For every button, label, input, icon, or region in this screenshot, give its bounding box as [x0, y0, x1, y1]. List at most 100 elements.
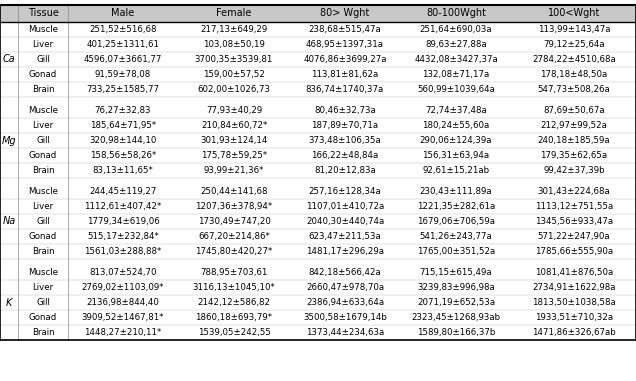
- Text: 515,17±232,84*: 515,17±232,84*: [87, 232, 159, 241]
- Text: 251,64±690,03a: 251,64±690,03a: [420, 25, 492, 34]
- Text: Muscle: Muscle: [28, 106, 58, 115]
- Text: Mg: Mg: [2, 136, 17, 146]
- Text: 250,44±141,68: 250,44±141,68: [200, 187, 268, 196]
- Text: 3116,13±1045,10*: 3116,13±1045,10*: [193, 283, 275, 292]
- Text: Gill: Gill: [36, 55, 50, 64]
- Bar: [0, 184, 636, 199]
- Text: 72,74±37,48a: 72,74±37,48a: [425, 106, 487, 115]
- Text: 77,93±40,29: 77,93±40,29: [206, 106, 262, 115]
- Text: 301,43±224,68a: 301,43±224,68a: [537, 187, 611, 196]
- Text: Muscle: Muscle: [28, 25, 58, 34]
- Text: 2071,19±652,53a: 2071,19±652,53a: [417, 298, 495, 307]
- Text: 91,59±78,08: 91,59±78,08: [95, 70, 151, 79]
- Text: Muscle: Muscle: [28, 268, 58, 277]
- Text: Brain: Brain: [32, 85, 54, 94]
- Text: 80-100Wght: 80-100Wght: [426, 8, 486, 19]
- Text: Gonad: Gonad: [29, 313, 57, 322]
- Text: 3700,35±3539,81: 3700,35±3539,81: [195, 55, 273, 64]
- Text: 166,22±48,84a: 166,22±48,84a: [312, 151, 378, 160]
- Text: 788,95±703,61: 788,95±703,61: [200, 268, 268, 277]
- Text: 158,56±58,26*: 158,56±58,26*: [90, 151, 156, 160]
- Text: 103,08±50,19: 103,08±50,19: [203, 40, 265, 49]
- Bar: [0, 244, 636, 259]
- Text: 4596,07±3661,77: 4596,07±3661,77: [84, 55, 162, 64]
- Text: 238,68±515,47a: 238,68±515,47a: [308, 25, 382, 34]
- Text: 2784,22±4510,68a: 2784,22±4510,68a: [532, 55, 616, 64]
- Text: Male: Male: [111, 8, 135, 19]
- Text: 468,95±1397,31a: 468,95±1397,31a: [306, 40, 384, 49]
- Text: 89,63±27,88a: 89,63±27,88a: [425, 40, 487, 49]
- Text: K: K: [6, 298, 12, 307]
- Text: Gill: Gill: [36, 136, 50, 145]
- Text: 2040,30±440,74a: 2040,30±440,74a: [306, 217, 384, 226]
- Text: 1207,36±378,94*: 1207,36±378,94*: [195, 202, 273, 211]
- Text: 159,00±57,52: 159,00±57,52: [203, 70, 265, 79]
- Text: 1860,18±693,79*: 1860,18±693,79*: [195, 313, 272, 322]
- Text: 3909,52±1467,81*: 3909,52±1467,81*: [82, 313, 164, 322]
- Text: 156,31±63,94a: 156,31±63,94a: [422, 151, 490, 160]
- Text: 175,78±59,25*: 175,78±59,25*: [201, 151, 267, 160]
- Text: 132,08±71,17a: 132,08±71,17a: [422, 70, 490, 79]
- Text: 623,47±211,53a: 623,47±211,53a: [308, 232, 382, 241]
- Text: 401,25±1311,61: 401,25±1311,61: [86, 40, 160, 49]
- Text: 290,06±124,39a: 290,06±124,39a: [420, 136, 492, 145]
- Text: 1779,34±619,06: 1779,34±619,06: [86, 217, 160, 226]
- Bar: [0, 214, 636, 229]
- Text: 1589,80±166,37b: 1589,80±166,37b: [417, 328, 495, 337]
- Text: 113,99±143,47a: 113,99±143,47a: [538, 25, 611, 34]
- Text: Gill: Gill: [36, 298, 50, 307]
- Text: 79,12±25,64a: 79,12±25,64a: [543, 40, 605, 49]
- Text: 813,07±524,70: 813,07±524,70: [89, 268, 156, 277]
- Bar: [0, 118, 636, 133]
- Text: 1933,51±710,32a: 1933,51±710,32a: [535, 313, 613, 322]
- Bar: [0, 163, 636, 178]
- Text: Liver: Liver: [32, 202, 53, 211]
- Text: 1481,17±296,29a: 1481,17±296,29a: [306, 247, 384, 256]
- Text: 100<Wght: 100<Wght: [548, 8, 600, 19]
- Bar: [0, 178, 636, 184]
- Text: Brain: Brain: [32, 328, 54, 337]
- Bar: [0, 82, 636, 97]
- Text: Liver: Liver: [32, 40, 53, 49]
- Text: 667,20±214,86*: 667,20±214,86*: [198, 232, 270, 241]
- Text: 81,20±12,83a: 81,20±12,83a: [314, 166, 376, 175]
- Text: 187,89±70,71a: 187,89±70,71a: [312, 121, 378, 130]
- Text: 715,15±615,49a: 715,15±615,49a: [420, 268, 492, 277]
- Bar: [0, 97, 636, 103]
- Text: 180,24±55,60a: 180,24±55,60a: [422, 121, 490, 130]
- Text: 2136,98±844,40: 2136,98±844,40: [86, 298, 160, 307]
- Text: 1730,49±747,20: 1730,49±747,20: [198, 217, 270, 226]
- Text: 1081,41±876,50a: 1081,41±876,50a: [535, 268, 613, 277]
- Bar: [0, 295, 636, 310]
- Bar: [0, 22, 636, 37]
- Text: 301,93±124,14: 301,93±124,14: [200, 136, 268, 145]
- Text: 1765,00±351,52a: 1765,00±351,52a: [417, 247, 495, 256]
- Text: 185,64±71,95*: 185,64±71,95*: [90, 121, 156, 130]
- Text: 251,52±516,68: 251,52±516,68: [89, 25, 156, 34]
- Text: 2386,94±633,64a: 2386,94±633,64a: [306, 298, 384, 307]
- Text: 240,18±185,59a: 240,18±185,59a: [537, 136, 611, 145]
- Text: Liver: Liver: [32, 283, 53, 292]
- Bar: [0, 148, 636, 163]
- Text: 92,61±15,21ab: 92,61±15,21ab: [422, 166, 490, 175]
- Bar: [0, 37, 636, 52]
- Text: Gonad: Gonad: [29, 70, 57, 79]
- Text: Muscle: Muscle: [28, 187, 58, 196]
- Text: 373,48±106,35a: 373,48±106,35a: [308, 136, 382, 145]
- Text: 836,74±1740,37a: 836,74±1740,37a: [306, 85, 384, 94]
- Text: 83,13±11,65*: 83,13±11,65*: [93, 166, 153, 175]
- Text: 733,25±1585,77: 733,25±1585,77: [86, 85, 160, 94]
- Text: Liver: Liver: [32, 121, 53, 130]
- Bar: [0, 199, 636, 214]
- Text: Gonad: Gonad: [29, 232, 57, 241]
- Text: Brain: Brain: [32, 247, 54, 256]
- Bar: [0, 229, 636, 244]
- Text: 4076,86±3699,27a: 4076,86±3699,27a: [303, 55, 387, 64]
- Text: 1448,27±210,11*: 1448,27±210,11*: [85, 328, 162, 337]
- Text: 1373,44±234,63a: 1373,44±234,63a: [306, 328, 384, 337]
- Text: 2323,45±1268,93ab: 2323,45±1268,93ab: [411, 313, 501, 322]
- Text: 1112,61±407,42*: 1112,61±407,42*: [85, 202, 162, 211]
- Text: 560,99±1039,64a: 560,99±1039,64a: [417, 85, 495, 94]
- Text: Tissue: Tissue: [27, 8, 59, 19]
- Text: 212,97±99,52a: 212,97±99,52a: [541, 121, 607, 130]
